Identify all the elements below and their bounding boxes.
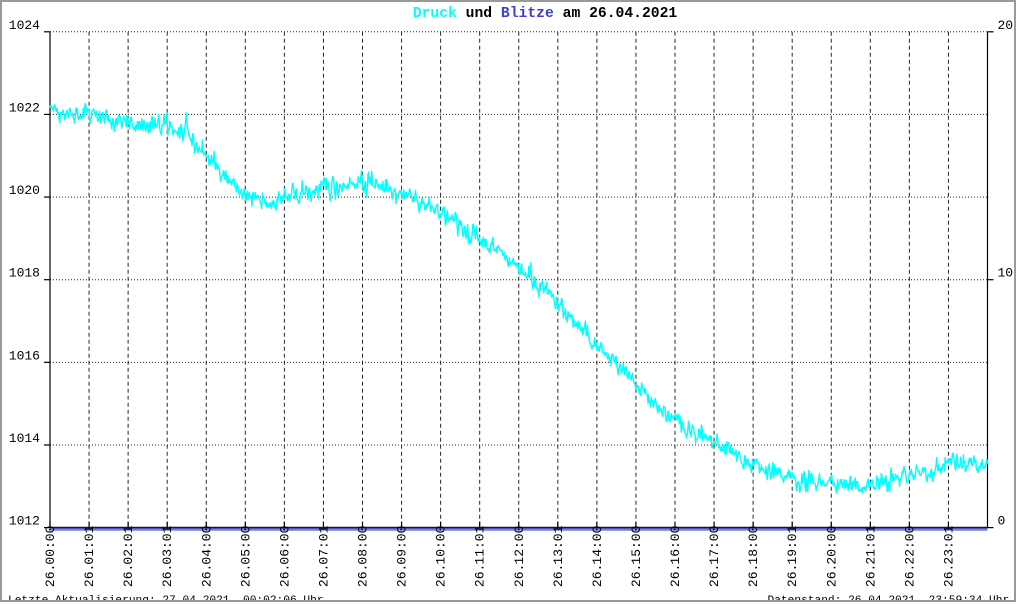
svg-text:21:01: 21:01: [863, 525, 878, 564]
svg-text:07:01: 07:01: [316, 525, 331, 564]
svg-text:06:00: 06:00: [277, 526, 292, 565]
svg-text:03:01: 03:01: [160, 525, 175, 564]
svg-text:Letzte Aktualisierung: 27.04.2: Letzte Aktualisierung: 27.04.2021, 00:02…: [8, 595, 324, 602]
svg-text:26.: 26.: [512, 564, 527, 587]
svg-text:14:00: 14:00: [590, 526, 605, 565]
svg-text:19:01: 19:01: [785, 525, 800, 564]
svg-text:13:01: 13:01: [551, 525, 566, 564]
svg-text:26.: 26.: [785, 564, 800, 587]
svg-text:26.: 26.: [160, 564, 175, 587]
svg-text:26.: 26.: [902, 564, 917, 587]
svg-text:26.: 26.: [199, 564, 214, 587]
svg-text:26.: 26.: [43, 564, 58, 587]
svg-text:1024: 1024: [9, 18, 40, 33]
svg-text:10:00: 10:00: [434, 526, 449, 565]
svg-text:26.: 26.: [434, 564, 449, 587]
svg-text:12:00: 12:00: [512, 526, 527, 565]
svg-text:08:00: 08:00: [356, 526, 371, 565]
svg-text:26.: 26.: [824, 564, 839, 587]
svg-text:22:00: 22:00: [902, 526, 917, 565]
svg-text:26.: 26.: [629, 564, 644, 587]
svg-text:18:00: 18:00: [746, 526, 761, 565]
svg-text:26.: 26.: [941, 564, 956, 587]
svg-text:1014: 1014: [9, 431, 40, 446]
svg-text:00:00: 00:00: [43, 526, 58, 565]
svg-text:Datenstand: 26.04.2021, 23:59:: Datenstand: 26.04.2021, 23:59:34 Uhr: [768, 595, 1010, 602]
svg-text:02:01: 02:01: [121, 525, 136, 564]
svg-text:26.: 26.: [863, 564, 878, 587]
svg-text:10: 10: [998, 266, 1014, 281]
svg-text:26.: 26.: [473, 564, 488, 587]
svg-text:20:00: 20:00: [824, 526, 839, 565]
svg-text:1020: 1020: [9, 183, 40, 198]
svg-text:05:00: 05:00: [238, 526, 253, 565]
svg-text:26.: 26.: [590, 564, 605, 587]
svg-text:26.: 26.: [277, 564, 292, 587]
svg-text:0: 0: [998, 514, 1006, 529]
svg-text:11:01: 11:01: [473, 525, 488, 564]
svg-text:09:00: 09:00: [395, 526, 410, 565]
svg-text:17:00: 17:00: [707, 526, 722, 565]
svg-text:26.: 26.: [707, 564, 722, 587]
svg-text:04:00: 04:00: [199, 526, 214, 565]
svg-text:26.: 26.: [356, 564, 371, 587]
svg-text:1018: 1018: [9, 266, 40, 281]
svg-text:1022: 1022: [9, 100, 40, 115]
svg-text:26.: 26.: [316, 564, 331, 587]
svg-text:16:00: 16:00: [668, 526, 683, 565]
svg-text:26.: 26.: [395, 564, 410, 587]
svg-text:01:01: 01:01: [82, 525, 97, 564]
svg-text:26.: 26.: [121, 564, 136, 587]
svg-text:15:00: 15:00: [629, 526, 644, 565]
svg-text:23:01: 23:01: [941, 525, 956, 564]
svg-text:26.: 26.: [238, 564, 253, 587]
svg-text:26.: 26.: [746, 564, 761, 587]
svg-text:26.: 26.: [551, 564, 566, 587]
svg-text:1016: 1016: [9, 348, 40, 363]
svg-text:1012: 1012: [9, 514, 40, 529]
svg-text:26.: 26.: [668, 564, 683, 587]
svg-text:26.: 26.: [82, 564, 97, 587]
svg-text:20: 20: [998, 18, 1014, 33]
